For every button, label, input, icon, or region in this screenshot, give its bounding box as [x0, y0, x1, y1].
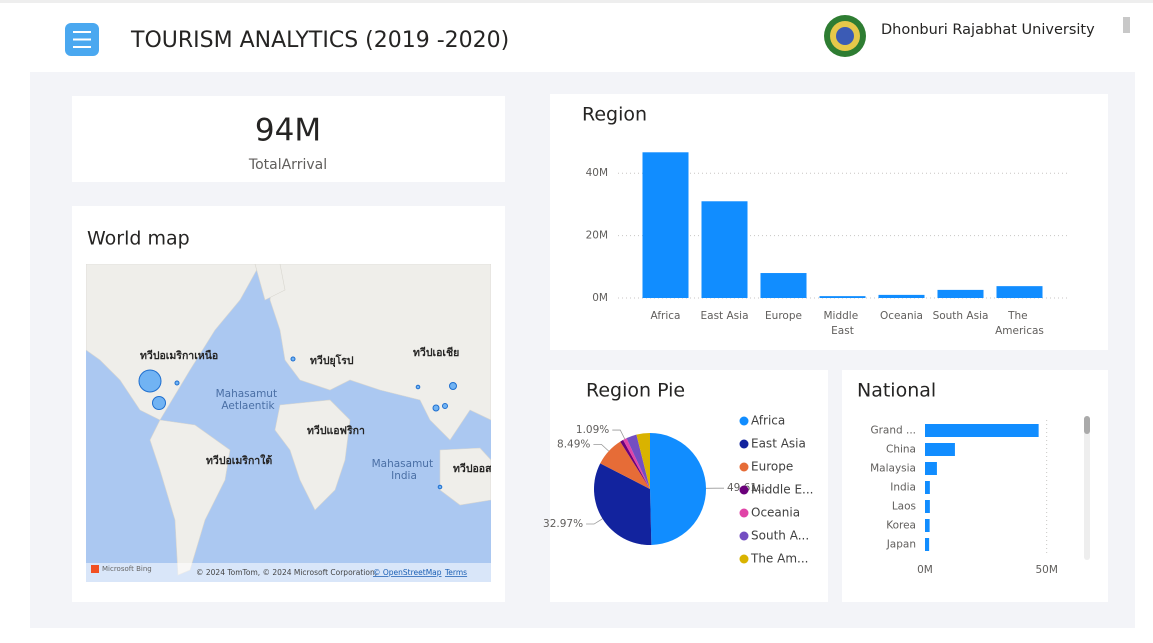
- bubble[interactable]: [438, 485, 442, 489]
- legend-label: The Am...: [750, 552, 808, 566]
- label-line: Aetlaentik: [221, 400, 275, 412]
- x-tick-label: Africa: [651, 310, 681, 322]
- bubble[interactable]: [139, 370, 161, 392]
- bar: [925, 424, 1039, 437]
- bar: [760, 273, 806, 298]
- bubble[interactable]: [175, 381, 179, 385]
- legend-label: Middle E...: [751, 483, 813, 497]
- chart-title: Region Pie: [586, 380, 685, 402]
- legend-marker: [740, 440, 749, 449]
- legend-marker: [740, 532, 749, 541]
- label-line: The: [1007, 310, 1031, 322]
- bubble[interactable]: [153, 397, 166, 410]
- chart-title: Region: [582, 104, 647, 126]
- map-credits: © 2024 TomTom, © 2024 Microsoft Corporat…: [196, 568, 377, 577]
- y-tick-label: Korea: [886, 520, 916, 532]
- page-title: TOURISM ANALYTICS (2019 -2020): [130, 28, 509, 53]
- map-label: ทวีปเอเชีย: [413, 346, 459, 359]
- bar: [925, 481, 930, 494]
- org-name: Dhonburi Rajabhat University: [881, 22, 1095, 38]
- x-tick-label: South Asia: [933, 310, 989, 322]
- bubble[interactable]: [433, 405, 439, 411]
- bar: [701, 201, 747, 298]
- legend-label: Europe: [751, 460, 793, 474]
- label-line: Middle: [823, 310, 861, 322]
- bubble[interactable]: [450, 383, 457, 390]
- y-tick-label: Malaysia: [870, 463, 916, 475]
- label-line: Mahasamut: [372, 458, 437, 470]
- label-line: Americas: [995, 325, 1044, 337]
- top-edge: [0, 0, 1153, 3]
- bubble[interactable]: [443, 404, 448, 409]
- bar: [642, 152, 688, 298]
- legend-label: East Asia: [751, 437, 806, 451]
- national-card: [842, 370, 1108, 602]
- y-tick-label: Grand ...: [870, 425, 916, 437]
- legend-marker: [740, 509, 749, 518]
- legend-label: Oceania: [751, 506, 800, 520]
- bar: [819, 296, 865, 298]
- legend-marker: [740, 555, 749, 564]
- map-label: ทวีปอเมริกาเหนือ: [140, 349, 218, 362]
- bing-logo: [91, 565, 99, 573]
- map[interactable]: ทวีปอเมริกาเหนือ ทวีปยุโรป ทวีปเอเชีย Ma…: [86, 264, 492, 582]
- bar: [878, 295, 924, 298]
- x-tick-label: East Asia: [701, 310, 749, 322]
- data-label: 8.49%: [557, 438, 590, 450]
- x-tick-label: 50M: [1035, 564, 1057, 576]
- kpi-label: TotalArrival: [248, 157, 327, 173]
- map-label: ทวีปออส: [453, 462, 492, 475]
- bar: [925, 462, 937, 475]
- bubble[interactable]: [416, 385, 420, 389]
- bar: [925, 519, 930, 532]
- chart-title: National: [857, 380, 936, 402]
- legend-marker: [740, 463, 749, 472]
- national-scroll-thumb[interactable]: [1084, 416, 1090, 434]
- y-tick-label: China: [886, 444, 916, 456]
- legend-marker: [740, 486, 749, 495]
- legend-marker: [740, 417, 749, 426]
- data-label: 1.09%: [576, 424, 609, 436]
- legend-label: Africa: [751, 414, 785, 428]
- x-tick-label: 0M: [917, 564, 933, 576]
- y-tick-label: India: [890, 482, 916, 494]
- legend-label: South A...: [751, 529, 809, 543]
- bubble[interactable]: [291, 357, 295, 361]
- label-line: East: [831, 325, 854, 337]
- map-title: World map: [87, 228, 190, 250]
- kpi-value: 94M: [255, 113, 321, 149]
- y-tick-label: 0M: [592, 292, 608, 304]
- map-label: ทวีปแอฟริกา: [307, 424, 365, 437]
- bar: [925, 500, 930, 513]
- map-label: Mahasamut Aetlaentik: [216, 388, 281, 412]
- y-tick-label: 20M: [586, 230, 608, 242]
- bar: [996, 286, 1042, 298]
- label-line: India: [391, 470, 417, 482]
- bar: [937, 290, 983, 298]
- x-tick-label: Oceania: [880, 310, 923, 322]
- x-tick-label: Europe: [765, 310, 802, 322]
- logo-core: [836, 27, 854, 45]
- national-scroll-track[interactable]: [1084, 416, 1090, 560]
- terms-link[interactable]: Terms: [444, 568, 467, 577]
- bar: [925, 538, 929, 551]
- y-tick-label: Laos: [892, 501, 916, 513]
- osm-link[interactable]: © OpenStreetMap: [373, 568, 442, 577]
- map-brand: Microsoft Bing: [102, 565, 152, 573]
- bar: [925, 443, 955, 456]
- y-tick-label: Japan: [886, 539, 916, 551]
- scrollbar[interactable]: [1123, 17, 1130, 33]
- y-tick-label: 40M: [586, 167, 608, 179]
- label-line: Mahasamut: [216, 388, 281, 400]
- map-label: ทวีปอเมริกาใต้: [206, 453, 272, 467]
- map-label: ทวีปยุโรป: [310, 354, 354, 368]
- data-label: 32.97%: [543, 518, 583, 530]
